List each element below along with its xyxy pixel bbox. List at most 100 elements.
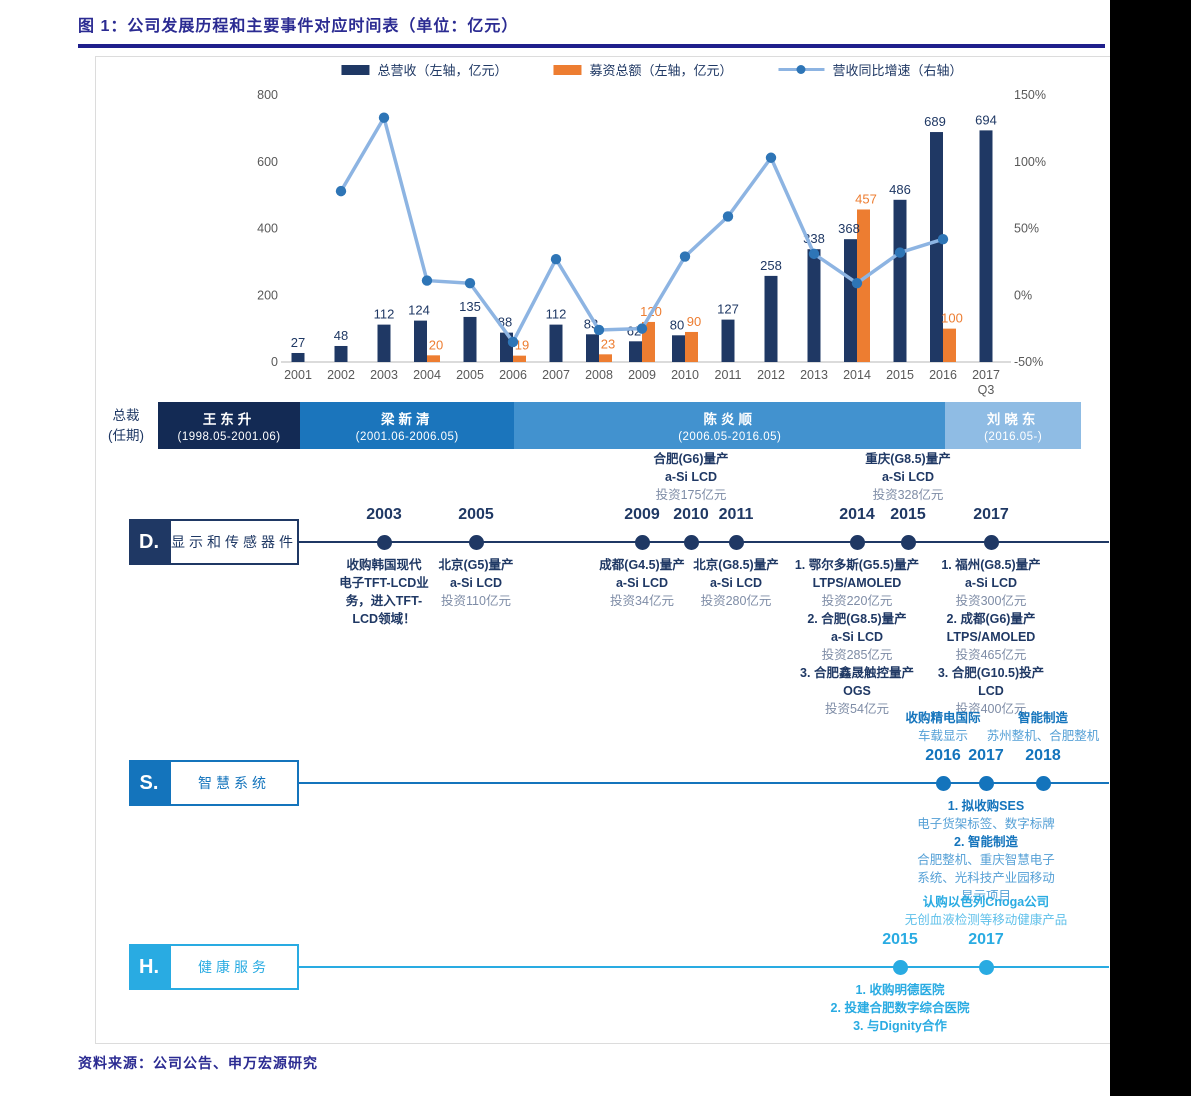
timeline-event-line: 3. 与Dignity合作 <box>853 1019 947 1033</box>
timeline-line-S <box>299 782 1109 784</box>
x-axis-label: 2007 <box>542 368 570 382</box>
timeline-event-line: 3. 合肥鑫晟触控量产 <box>800 666 914 680</box>
timeline-event-line: LTPS/AMOLED <box>946 630 1036 644</box>
president-name: 刘晓东 <box>986 412 1040 427</box>
revenue-bar-label: 112 <box>374 307 395 322</box>
timeline-event-line: 收购精电国际 <box>905 711 981 725</box>
funding-bar <box>427 355 440 362</box>
funding-bar-label: 19 <box>515 338 529 353</box>
president-segment-1: 梁新清 (2001.06-2006.05) <box>300 402 515 449</box>
timeline-event-line: LCD领域！ <box>352 612 416 626</box>
x-axis-label: 2013 <box>800 368 828 382</box>
legend-line-swatch <box>778 65 825 75</box>
timeline-event-line: a-Si LCD <box>664 470 718 484</box>
timeline-year-D-2015: 2015 <box>890 506 926 523</box>
x-axis-label: 2008 <box>585 368 613 382</box>
timeline-event-line: 投资300亿元 <box>955 594 1027 608</box>
x-axis-label: 2004 <box>413 368 441 382</box>
timeline-event-line: a-Si LCD <box>964 576 1018 590</box>
figure-area: 总营收（左轴，亿元） 募资总额（左轴，亿元） 营收同比增速（右轴） 800 600 40… <box>95 56 1113 1044</box>
x-axis-label: 2014 <box>843 368 871 382</box>
timeline-event-D-2017: 1. 福州(G8.5)量产 a-Si LCD 投资300亿元 2. 成都(G6)量产 L… <box>841 556 1141 718</box>
president-segment-2: 陈炎顺 (2006.05-2016.05) <box>514 402 946 449</box>
timeline-event-line: 1. 收购明德医院 <box>855 983 945 997</box>
timeline-event-line: 认购以色列Cnoga公司 <box>922 895 1050 909</box>
timeline-dot-S-2016 <box>935 775 951 791</box>
timeline-event-line: 成都(G4.5)量产 <box>599 558 685 572</box>
x-axis-label: 2006 <box>499 368 527 382</box>
revenue-bar <box>721 319 735 362</box>
growth-line-marker <box>421 275 433 286</box>
president-name: 陈炎顺 <box>703 412 757 427</box>
growth-line-marker <box>464 278 476 289</box>
timeline-year-H-2017: 2017 <box>968 931 1004 948</box>
growth-line-marker <box>937 233 949 245</box>
revenue-bar <box>844 239 857 362</box>
timeline-dot-D-2003 <box>376 534 392 550</box>
row-label-D: 显示和传感器件 <box>169 519 299 565</box>
revenue-bar <box>463 316 477 362</box>
funding-bar <box>685 331 698 362</box>
timeline-year-S-2016: 2016 <box>925 747 961 764</box>
timeline-dot-D-2010 <box>683 534 699 550</box>
legend-label-1: 募资总额（左轴，亿元） <box>589 63 733 78</box>
revenue-bar <box>629 341 642 362</box>
chart-legend: 总营收（左轴，亿元） 募资总额（左轴，亿元） 营收同比增速（右轴） <box>341 60 963 79</box>
president-axis-label: 总裁 (任期) <box>96 402 156 449</box>
timeline-event-D-2011: 北京(G8.5)量产 a-Si LCD 投资280亿元 <box>586 556 886 610</box>
x-axis-label: 2010 <box>671 368 699 382</box>
timeline-event-H-2017: 认购以色列Cnoga公司 无创血液检测等移动健康产品 <box>836 893 1136 929</box>
timeline-event-line: 3. 合肥(G10.5)投产 <box>937 666 1045 680</box>
timeline-dot-D-2009 <box>634 534 650 550</box>
legend-label-2: 营收同比增速（右轴） <box>832 63 963 78</box>
timeline-event-line: a-Si LCD <box>709 576 763 590</box>
right-axis-tick: 50% <box>1014 222 1039 236</box>
revenue-bar-label: 127 <box>717 302 739 317</box>
president-name: 王东升 <box>202 412 256 427</box>
timeline-line-D <box>299 541 1109 543</box>
timeline-event-line: a-Si LCD <box>449 576 503 590</box>
growth-line-marker <box>894 247 906 258</box>
revenue-bar <box>764 275 778 362</box>
president-name: 梁新清 <box>380 412 434 427</box>
timeline-event-line: 投资400亿元 <box>955 702 1027 716</box>
growth-line-marker <box>765 152 777 163</box>
timeline-event-S-2018: 智能制造 苏州整机、合肥整机 <box>893 709 1191 745</box>
revenue-bar <box>930 132 943 362</box>
funding-bar <box>857 209 870 362</box>
growth-line-marker <box>851 278 863 289</box>
x-axis-label: 2012 <box>757 368 785 382</box>
timeline-event-S-2017: 1. 拟收购SES 电子货架标签、数字标牌 2. 智能制造 合肥整机、重庆智慧电子 系统… <box>836 797 1136 905</box>
president-term: (2001.06-2006.05) <box>355 431 459 443</box>
revenue-bar <box>377 324 391 362</box>
left-axis-tick: 0 <box>271 355 278 369</box>
timeline-event-D-2015: 重庆(G8.5)量产 a-Si LCD 投资328亿元 <box>758 450 1058 504</box>
growth-line-marker <box>722 211 734 222</box>
timeline-event-line: 投资110亿元 <box>441 594 511 608</box>
timeline-event-line: 合肥整机、重庆智慧电子 <box>917 853 1055 867</box>
revenue-bar-label: 368 <box>838 221 860 236</box>
x-axis-sublabel-q3: Q3 <box>978 383 995 397</box>
revenue-bar-line-chart: 800 600 400 200 0 150% 100% 50% 0% -50% 27 2001 48 20… <box>257 88 1046 397</box>
timeline-year-S-2018: 2018 <box>1025 747 1061 764</box>
timeline-event-line: 1. 拟收购SES <box>947 799 1025 813</box>
timeline-event-line: 系统、光科技产业园移动 <box>917 871 1055 885</box>
timeline-line-H <box>299 966 1109 968</box>
timeline-event-line: 2. 成都(G6)量产 <box>946 612 1036 626</box>
timeline-event-line: 2. 投建合肥数字综合医院 <box>830 1001 970 1015</box>
timeline-dot-D-2014 <box>849 534 865 550</box>
timeline-event-line: 务，进入TFT- <box>345 594 423 608</box>
timeline-dot-D-2005 <box>468 534 484 550</box>
president-label-line2: (任期) <box>108 427 144 443</box>
growth-line-marker <box>335 185 347 197</box>
revenue-bar-label: 135 <box>459 299 481 314</box>
president-term: (1998.05-2001.06) <box>177 431 281 443</box>
left-axis-tick: 400 <box>257 222 278 236</box>
timeline-event-line: a-Si LCD <box>615 576 669 590</box>
legend-swatch-1 <box>553 64 582 75</box>
source-note: 资料来源：公司公告、申万宏源研究 <box>78 1055 318 1071</box>
timeline-year-D-2017: 2017 <box>973 506 1009 523</box>
legend-item-1: 募资总额（左轴，亿元） <box>553 60 733 79</box>
timeline-event-line: 电子货架标签、数字标牌 <box>917 817 1055 831</box>
